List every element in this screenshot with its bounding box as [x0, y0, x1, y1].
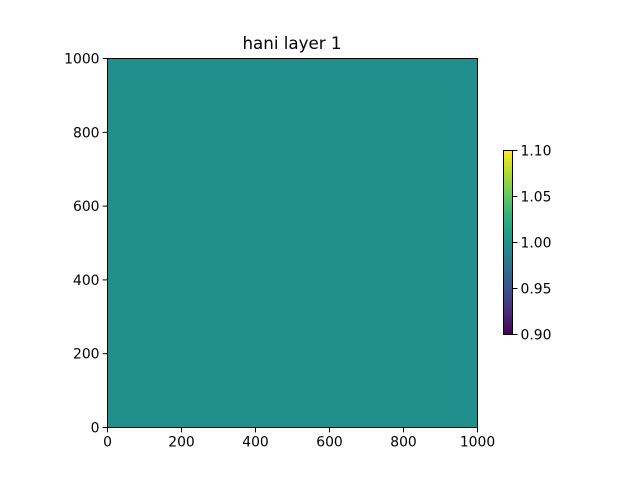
y-tick-label: 400: [73, 273, 100, 289]
y-tick-label: 200: [73, 347, 100, 363]
y-tick-label: 600: [73, 199, 100, 215]
chart-title: hani layer 1: [242, 33, 341, 53]
y-tick-label: 800: [73, 125, 100, 141]
x-tick-label: 600: [316, 435, 343, 451]
colorbar-axis: 0.90 0.95 1.00 1.05 1.10: [512, 144, 552, 344]
colorbar: [503, 150, 513, 335]
y-tick-label: 1000: [64, 52, 99, 68]
colorbar-tick-label: 1.05: [521, 190, 552, 206]
x-tick-label: 200: [168, 435, 195, 451]
colorbar-tick-label: 1.10: [521, 144, 552, 160]
x-tick-label: 0: [103, 435, 112, 451]
x-tick-label: 800: [390, 435, 417, 451]
x-tick-label: 1000: [460, 435, 495, 451]
heatmap-field: [107, 58, 478, 428]
x-axis: 0 200 400 600 800 1000: [103, 427, 495, 451]
colorbar-tick-label: 0.95: [521, 282, 552, 298]
y-tick-label: 0: [91, 421, 100, 437]
axes-frame: [107, 58, 478, 428]
colorbar-tick-label: 1.00: [521, 236, 552, 252]
colorbar-tick-label: 0.90: [521, 328, 552, 344]
x-tick-label: 400: [242, 435, 269, 451]
y-axis: 0 200 400 600 800 1000: [64, 52, 108, 437]
